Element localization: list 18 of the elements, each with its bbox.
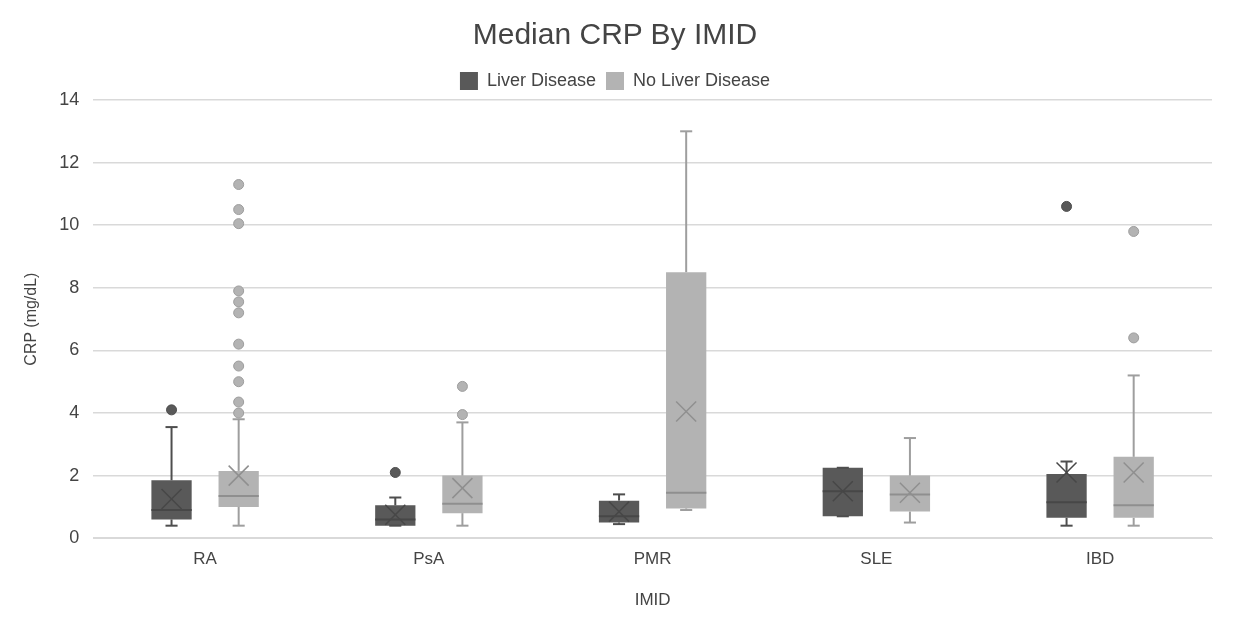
y-axis-title: CRP (mg/dL) [22, 272, 40, 366]
y-tick-label: 2 [69, 464, 80, 485]
x-tick-label: PMR [633, 549, 672, 569]
x-tick-label: SLE [860, 549, 893, 569]
legend-label: No Liver Disease [632, 69, 771, 90]
y-tick-label: 10 [59, 214, 80, 235]
legend-label: Liver Disease [486, 69, 596, 90]
chart-title: Median CRP By IMID [472, 17, 758, 51]
x-tick-label: RA [193, 549, 218, 569]
x-tick-label: PsA [413, 549, 446, 569]
x-tick-label: IBD [1085, 549, 1115, 569]
x-axis-title: IMID [634, 590, 671, 610]
y-tick-label: 4 [69, 401, 80, 422]
y-tick-label: 0 [69, 527, 80, 548]
y-tick-label: 12 [59, 151, 80, 172]
y-tick-label: 8 [69, 276, 80, 297]
y-tick-label: 14 [59, 88, 80, 109]
y-tick-label: 6 [69, 339, 80, 360]
